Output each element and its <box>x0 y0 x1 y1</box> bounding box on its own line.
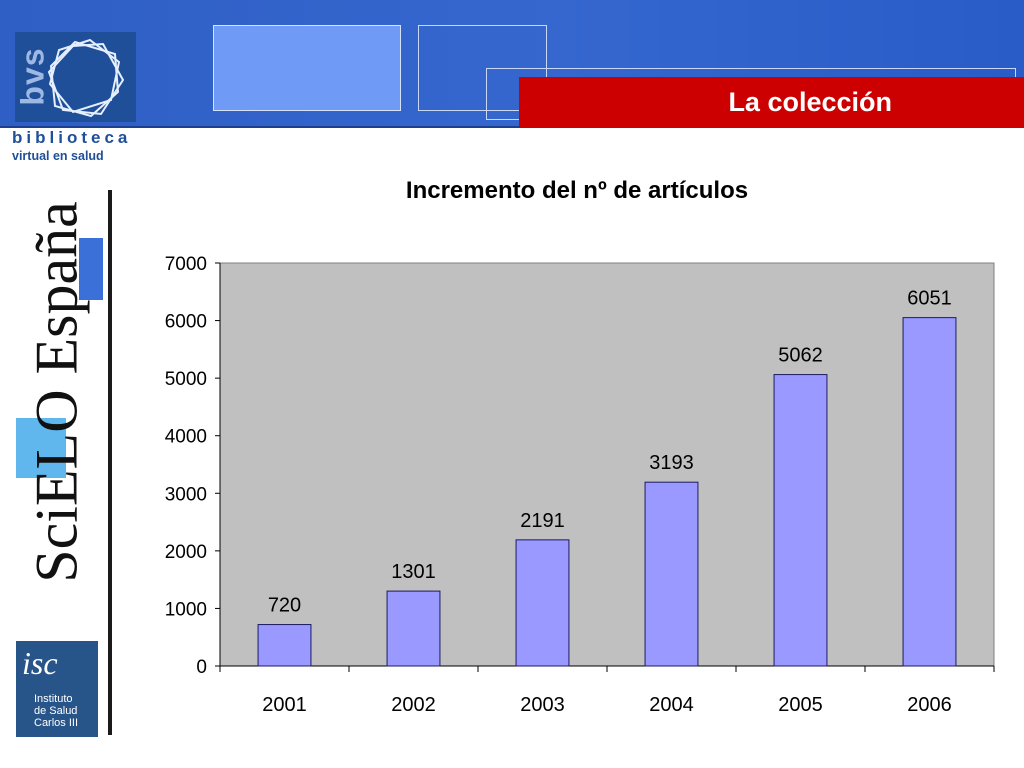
bar <box>515 539 570 667</box>
y-tick-label: 3000 <box>165 484 207 505</box>
bvs-emblem <box>15 32 136 122</box>
star-emblem-icon <box>47 38 125 118</box>
institute-line: de Salud <box>34 705 78 717</box>
x-tick-label: 2003 <box>520 694 565 716</box>
side-divider <box>108 190 112 735</box>
data-label: 720 <box>268 595 301 617</box>
bar <box>386 590 441 667</box>
y-tick-label: 0 <box>196 657 207 678</box>
institute-line: Carlos III <box>34 717 79 729</box>
bar-series <box>257 317 957 667</box>
x-tick-label: 2004 <box>649 694 694 716</box>
isciii-logo: isc Instituto de Salud Carlos III <box>16 641 98 737</box>
y-tick-label: 2000 <box>165 542 207 563</box>
logo-text-line2: virtual en salud <box>12 149 104 163</box>
y-tick-label: 1000 <box>165 599 207 620</box>
x-tick-label: 2002 <box>391 694 436 716</box>
x-tick-label: 2005 <box>778 694 823 716</box>
y-tick-label: 4000 <box>165 427 207 448</box>
plot-area <box>219 262 995 667</box>
y-tick-label: 5000 <box>165 369 207 390</box>
section-title: La colección <box>728 87 892 117</box>
y-tick-label: 6000 <box>165 312 207 333</box>
bar <box>257 624 312 667</box>
x-tick-label: 2001 <box>262 694 307 716</box>
isciii-mark: isc <box>22 645 58 681</box>
bvs-logo: bvs biblioteca virtual en salud <box>10 28 140 168</box>
x-tick-label: 2006 <box>907 694 952 716</box>
y-tick-label: 7000 <box>165 254 207 275</box>
bar <box>773 374 828 667</box>
side-accent-square <box>79 238 103 300</box>
bar <box>902 317 957 667</box>
data-label: 3193 <box>649 452 694 474</box>
header-divider <box>0 126 1024 128</box>
data-label: 5062 <box>778 345 823 367</box>
side-accent-square <box>16 418 66 478</box>
chart-axes: 0 1000 2000 3000 4000 5000 6000 7000 2001 2002 200… <box>165 254 995 716</box>
data-label: 1301 <box>391 561 436 583</box>
chart-title: Incremento del nº de artículos <box>405 177 749 204</box>
decor-rectangle <box>213 25 401 111</box>
data-labels: 720 1301 2191 3193 5062 6051 <box>268 288 952 617</box>
bar <box>644 481 699 667</box>
data-label: 6051 <box>907 288 952 310</box>
data-label: 2191 <box>520 510 565 532</box>
institute-line: Instituto <box>34 693 73 705</box>
logo-text-line1: biblioteca <box>12 128 132 147</box>
section-title-box: La colección <box>519 77 1024 127</box>
